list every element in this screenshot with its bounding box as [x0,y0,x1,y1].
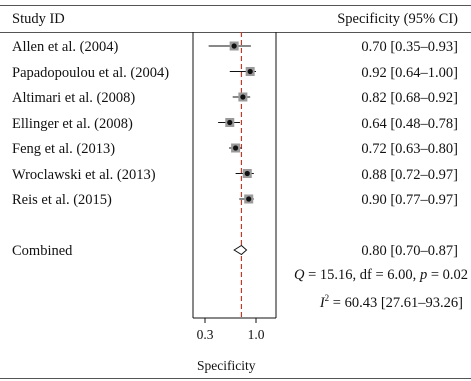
heterogeneity-i2-stat: I2 = 60.43 [27.61–93.26] [320,289,463,312]
q-stat-text: = 15.16, df = 6.00, [304,267,420,283]
heterogeneity-q-stat: Q = 15.16, df = 6.00, p = 0.02 [294,266,468,284]
combined-label: Combined [12,243,73,259]
combined-estimate-diamond [233,244,248,256]
top-rule [0,5,471,6]
study-ci-text: 0.92 [0.64–1.00] [361,64,458,81]
p-symbol: p [419,267,428,283]
study-ci-text: 0.88 [0.72–0.97] [361,166,458,183]
study-point-estimate [233,145,239,151]
x-tick-label: 1.0 [248,327,265,342]
i2-symbol: I [319,294,325,311]
q-symbol: Q [294,267,305,283]
i2-superscript: 2 [324,293,330,303]
study-name: Feng et al. (2013) [12,141,116,157]
x-tick-label: 0.3 [197,327,214,342]
study-ci-text: 0.72 [0.63–0.80] [361,141,458,157]
study-point-estimate [227,119,233,126]
study-ci-text: 0.82 [0.68–0.92] [361,90,458,106]
study-column-header: Study ID [12,11,65,27]
study-ci-text: 0.70 [0.35–0.93] [361,39,458,55]
combined-ci-text: 0.80 [0.70–0.87] [361,243,458,259]
study-point-estimate [244,170,250,177]
i2-stat-text: = 60.43 [27.61–93.26] [329,294,463,311]
x-axis-label: Specificity [197,358,256,373]
study-name: Papadopoulou et al. (2004) [12,64,170,81]
study-point-estimate [246,196,252,202]
bottom-rule [0,378,471,379]
study-name: Reis et al. (2015) [12,192,112,208]
study-point-estimate [231,43,237,49]
study-ci-text: 0.64 [0.48–0.78] [361,115,458,132]
study-name: Allen et al. (2004) [12,39,119,55]
study-name: Wroclawski et al. (2013) [12,166,156,183]
study-name: Ellinger et al. (2008) [12,115,133,132]
specificity-column-header: Specificity (95% CI) [337,11,458,27]
study-name: Altimari et al. (2008) [12,90,136,106]
header-rule [0,32,471,33]
study-point-estimate [247,68,253,75]
study-point-estimate [240,94,246,100]
p-value-text: = 0.02 [427,267,468,283]
study-ci-text: 0.90 [0.77–0.97] [361,192,458,208]
